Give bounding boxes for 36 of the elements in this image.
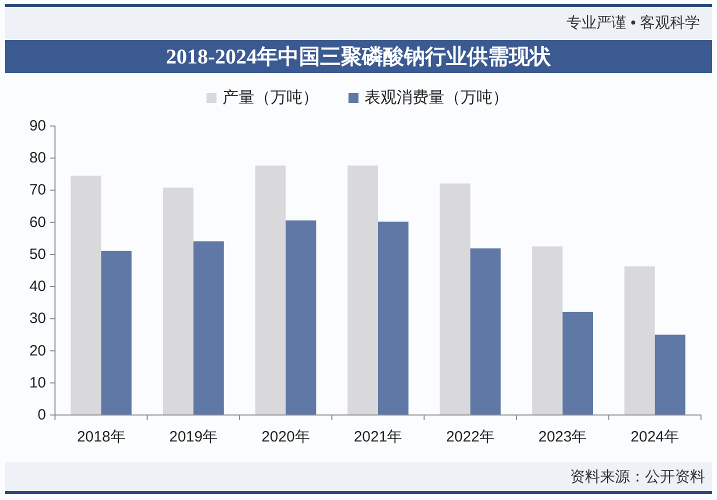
bar: [654, 334, 686, 415]
bar: [624, 266, 655, 415]
legend-label: 产量（万吨）: [222, 88, 318, 106]
y-tick-label: 30: [29, 310, 46, 328]
x-tick-label: 2019年: [169, 428, 218, 446]
bar: [440, 183, 470, 415]
y-tick-label: 20: [29, 342, 46, 360]
y-tick-label: 10: [29, 374, 46, 392]
x-tick-label: 2021年: [354, 428, 402, 446]
legend-label: 表观消费量（万吨）: [364, 88, 508, 106]
x-tick-label: 2022年: [446, 428, 494, 446]
x-tick-label: 2018年: [76, 428, 126, 446]
chart-title: 2018-2024年中国三聚磷酸钠行业供需现状: [166, 44, 552, 68]
bar: [286, 220, 316, 415]
bar: [193, 241, 224, 415]
bar: [562, 312, 594, 415]
y-tick-label: 70: [29, 182, 46, 199]
bar: [378, 222, 408, 415]
text: 专业严谨 • 客观科学: [566, 14, 700, 32]
text: 资料来源：公开资料: [570, 468, 705, 486]
bar: [101, 250, 132, 415]
bar: [255, 165, 286, 415]
x-tick-label: 2023年: [538, 428, 587, 446]
x-tick-label: 2020年: [262, 428, 310, 446]
bar: [348, 165, 378, 415]
bar: [470, 248, 501, 415]
y-tick-label: 50: [29, 246, 46, 263]
bar: [532, 246, 563, 415]
x-tick-label: 2024年: [630, 428, 680, 446]
y-tick-label: 80: [29, 150, 46, 167]
y-tick-label: 60: [29, 214, 46, 231]
bar: [70, 176, 102, 415]
y-tick-label: 40: [29, 278, 46, 296]
y-tick-label: 0: [38, 406, 46, 424]
bar: [162, 188, 194, 415]
y-tick-label: 90: [29, 118, 46, 134]
